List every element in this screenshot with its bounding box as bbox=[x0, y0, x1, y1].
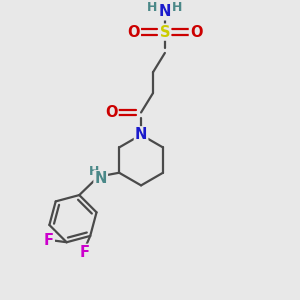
Text: O: O bbox=[128, 25, 140, 40]
Text: H: H bbox=[172, 1, 183, 14]
Text: H: H bbox=[147, 1, 158, 14]
Text: O: O bbox=[105, 105, 118, 120]
Text: N: N bbox=[135, 127, 147, 142]
Text: F: F bbox=[79, 245, 89, 260]
Text: H: H bbox=[89, 165, 99, 178]
Text: S: S bbox=[160, 25, 170, 40]
Text: O: O bbox=[190, 25, 203, 40]
Text: F: F bbox=[44, 232, 54, 247]
Text: N: N bbox=[159, 4, 171, 20]
Text: N: N bbox=[94, 171, 107, 186]
